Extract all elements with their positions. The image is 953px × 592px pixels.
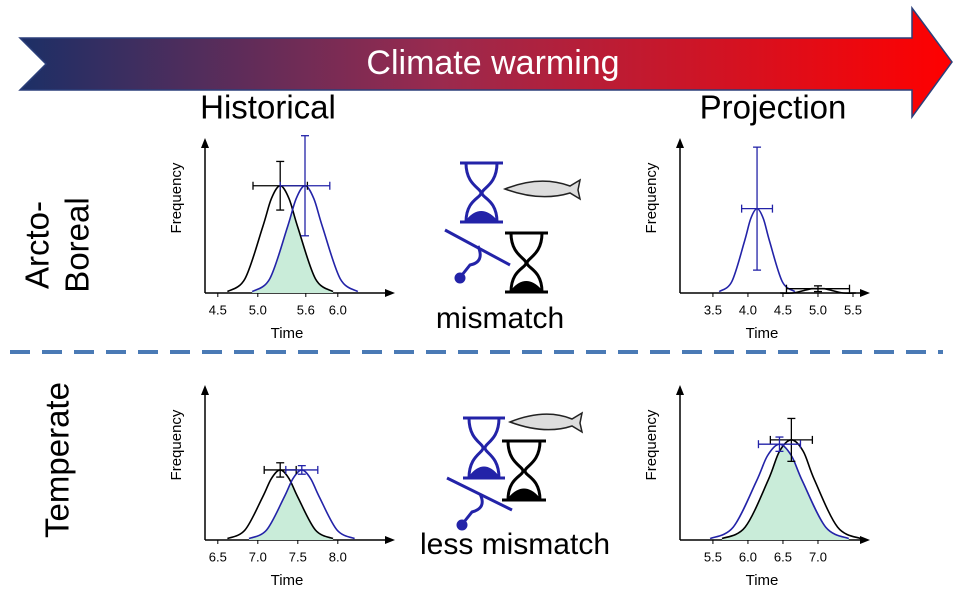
x-axis-arrow [860,536,870,544]
icon-fish [507,411,584,434]
x-tick-label: 6.0 [739,549,757,564]
x-tick-label: 5.5 [844,302,862,317]
x-tick-label: 3.5 [704,302,722,317]
x-tick-label: 8.0 [329,549,347,564]
x-tick-label: 4.0 [739,302,757,317]
column-header: Historical [200,89,336,126]
x-tick-label: 5.6 [297,302,315,317]
x-axis-label: Time [746,325,779,342]
y-axis-arrow [201,138,209,148]
column-header: Projection [700,89,847,126]
y-axis-arrow [201,385,209,395]
y-axis-arrow [676,138,684,148]
icon-hourglass-black [505,231,548,294]
icon-fishing-pole [444,228,511,284]
x-tick-label: 4.5 [209,302,227,317]
caption: mismatch [436,302,564,335]
row-label: Boreal [59,197,96,292]
x-tick-label: 6.0 [329,302,347,317]
icon-hourglass-black [502,439,546,502]
x-axis-arrow [860,289,870,297]
x-tick-label: 5.0 [249,302,267,317]
caption: less mismatch [420,528,610,561]
x-axis-label: Time [271,572,304,589]
x-tick-label: 5.0 [809,302,827,317]
x-tick-label: 7.0 [809,549,827,564]
x-tick-label: 7.0 [249,549,267,564]
x-tick-label: 4.5 [774,302,792,317]
x-tick-label: 6.5 [774,549,792,564]
x-axis-arrow [385,536,395,544]
y-axis-arrow [676,385,684,395]
y-axis-label: Frequency [643,409,660,480]
warming-arrow [18,5,953,120]
x-axis-arrow [385,289,395,297]
icon-hourglass-blue [463,416,505,480]
y-axis-label: Frequency [643,162,660,233]
icon-fish [502,178,582,201]
row-label: Temperate [39,382,76,538]
x-tick-label: 5.5 [704,549,722,564]
y-axis-label: Frequency [168,162,185,233]
banner-text: Climate warming [366,44,619,82]
x-tick-label: 6.5 [209,549,227,564]
icon-fishing-pole [446,476,513,531]
overlap-area [722,444,849,540]
icon-hourglass-blue [460,161,503,224]
x-axis-label: Time [271,325,304,342]
x-axis-label: Time [746,572,779,589]
y-axis-label: Frequency [168,409,185,480]
row-label: Arcto- [19,201,56,289]
x-tick-label: 7.5 [289,549,307,564]
